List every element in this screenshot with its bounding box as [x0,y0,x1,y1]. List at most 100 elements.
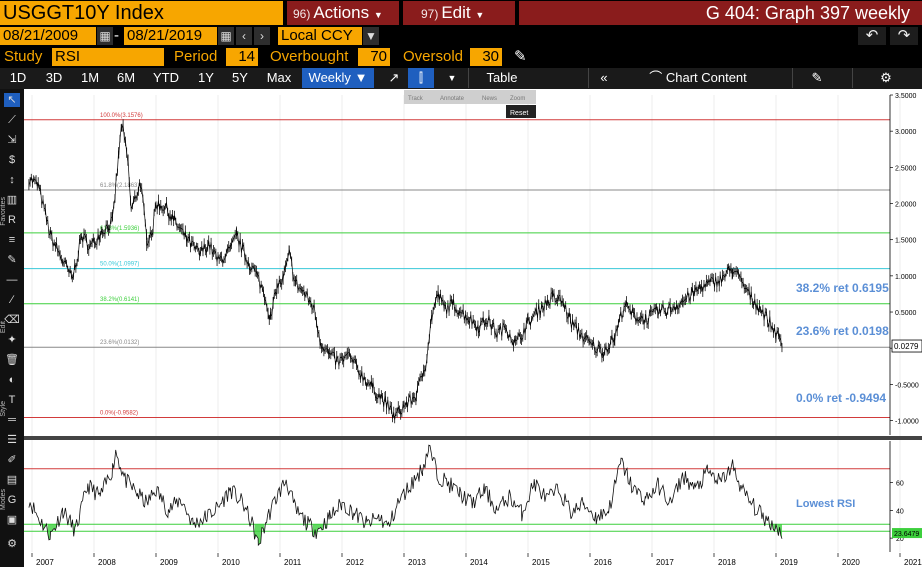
annotation-23-6: 23.6% ret 0.0198 [796,324,889,338]
rsi-y-axis: 60 40 20 [889,441,904,552]
style-label: Style [0,401,7,417]
zoom-tool[interactable]: Zoom [510,96,525,102]
period-5y[interactable]: 5Y [232,70,248,85]
fib-label: 50.0%(1.0997) [100,262,139,268]
reset-button-bg[interactable] [506,105,536,118]
edit-menu[interactable]: 97) Edit ▼ [403,1,515,25]
pointer-icon[interactable]: ↖ [4,93,20,107]
rsi-tick-label: 40 [896,508,904,515]
x-tick-label: 2021 [904,558,922,567]
oversold-input[interactable]: 30 [470,48,502,66]
ticker-field[interactable]: USGGT10Y Index [0,1,283,25]
trash-icon[interactable]: 🗑 [5,354,19,366]
chart-content-button[interactable]: ⌒ Chart Content [636,68,760,88]
pen-icon[interactable]: ✐ [7,454,17,466]
overbought-input[interactable]: 70 [358,48,390,66]
x-tick-label: 2013 [408,558,426,567]
actions-menu[interactable]: 96) Actions ▼ [287,1,399,25]
line-style-icon[interactable]: ═ [8,414,16,426]
rsi-fill-area [73,524,76,537]
eraser-icon[interactable]: ⌫ [4,314,20,326]
y-tick-label: 3.0000 [895,129,917,136]
line-chart-icon[interactable]: ↗ [388,70,400,85]
period-1m[interactable]: 1M [80,70,100,85]
x-tick-label: 2012 [346,558,364,567]
start-date-input[interactable]: 08/21/2009 [0,27,96,45]
last-price-value: 0.0279 [894,342,919,351]
calendar-icon[interactable]: ▦ [97,27,113,45]
fib-label: 61.8%(1.5936) [100,226,139,232]
period-label: Period [174,48,218,65]
g-mode-icon[interactable]: G [7,494,17,506]
period-1d[interactable]: 1D [9,70,27,85]
pane-divider[interactable] [24,436,922,440]
retracement-tool-icon[interactable]: R [8,214,16,226]
period-input[interactable]: 14 [226,48,258,66]
list-icon[interactable]: ☰ [7,434,17,446]
redo-icon[interactable]: ↷ [890,27,918,45]
horizontal-line-icon[interactable]: — [6,274,18,286]
period-3d[interactable]: 3D [45,70,63,85]
currency-select[interactable]: Local CCY [278,27,362,45]
calendar-icon[interactable]: ▦ [218,27,234,45]
magic-icon[interactable]: ✦ [7,334,17,346]
bar-chart-icon[interactable]: ⫿ [408,68,434,88]
text-style-icon[interactable]: T [8,394,16,406]
period-1y[interactable]: 1Y [198,70,214,85]
chevron-down-icon[interactable]: ▼ [363,27,379,45]
price-chart[interactable]: 100.0%(3.1576) 61.8%(2.1863) 61.8%(1.5936)… [24,89,922,567]
collapse-icon[interactable]: « [588,68,619,88]
settings-icon[interactable]: ⚙ [7,538,17,550]
period-max[interactable]: Max [266,70,292,85]
reset-button[interactable]: Reset [510,110,528,117]
trend-line-icon[interactable]: ∕ [11,294,13,306]
gear-icon[interactable]: ⚙ [852,68,919,88]
actions-number: 96) [293,7,311,21]
oversold-label: Oversold [403,48,464,65]
price-series [28,119,783,424]
modes-label: Modes [0,489,7,511]
chart-content-icon: ⌒ [649,70,663,85]
color-icon[interactable]: ◐ [8,374,16,386]
line-tool-icon[interactable]: ⟋ [8,114,16,126]
x-tick-label: 2016 [594,558,612,567]
dollar-tool-icon[interactable]: $ [8,154,16,166]
rsi-last-box [892,528,922,539]
undo-icon[interactable]: ↶ [858,27,886,45]
brush-icon[interactable]: ✎ [7,254,17,266]
rsi-fill-area [254,524,265,546]
news-tool[interactable]: News [482,96,497,102]
rsi-last-marker: 23.6479 [892,528,922,539]
rsi-line [28,444,783,547]
pencil-icon[interactable]: ✎ [514,48,527,65]
annotation-38-2: 38.2% ret 0.6195 [796,281,889,295]
study-select[interactable]: RSI [52,48,164,66]
drawing-tools-sidebar: ↖ ⟋ ⇲ $ ↕ ▥ R ≡ ✎ — ∕ ⌫ ✦ 🗑 ◐ T ═ ☰ ✐ ▤ … [0,89,24,567]
chevron-left-icon[interactable]: ‹ [236,27,252,45]
y-tick-label: 0.5000 [895,310,917,317]
frequency-select[interactable]: Weekly ▼ [302,68,374,88]
annotate-tool[interactable]: Annotate [440,96,465,102]
x-tick-label: 2011 [284,558,302,567]
period-ytd[interactable]: YTD [153,70,179,85]
track-tool[interactable]: Track [408,96,424,102]
mode-icon[interactable]: ▣ [6,514,18,526]
y-tick-label: -0.5000 [895,382,919,389]
channel-tool-icon[interactable]: ≡ [8,234,16,246]
edit-chart-icon[interactable]: ✎ [792,68,841,88]
x-axis-background [24,553,922,567]
fib-label: 0.0%(-0.9582) [100,411,138,417]
table-button[interactable]: Table [468,68,535,88]
end-date-input[interactable]: 08/21/2019 [124,27,217,45]
fib-tool-icon[interactable]: ▥ [6,194,18,206]
rsi-gridlines [24,468,890,532]
chevron-down-icon[interactable]: ▼ [447,73,457,83]
lock-icon[interactable]: ▤ [6,474,18,486]
x-tick-label: 2018 [718,558,736,567]
period-6m[interactable]: 6M [116,70,136,85]
x-tick-label: 2009 [160,558,178,567]
measure-tool-icon[interactable]: ↕ [9,174,15,186]
zoom-tool-icon[interactable]: ⇲ [7,134,17,146]
chevron-down-icon: ▼ [475,10,485,20]
chevron-right-icon[interactable]: › [254,27,270,45]
